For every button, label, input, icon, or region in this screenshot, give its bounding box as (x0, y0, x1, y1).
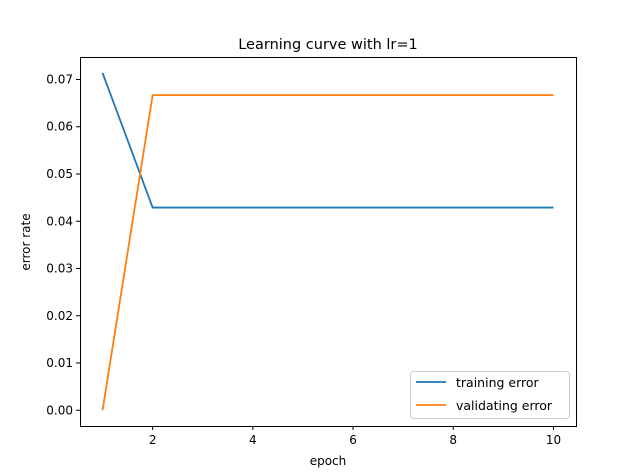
y-tick-label: 0.02 (46, 309, 73, 323)
y-tick-label: 0.06 (46, 120, 73, 134)
series-lines (101, 72, 554, 411)
legend-box (410, 371, 570, 419)
y-tick-label: 0.04 (46, 214, 73, 228)
y-tick-label: 0.07 (46, 72, 73, 86)
chart-title: Learning curve with lr=1 (238, 37, 418, 53)
y-tick-label: 0.05 (46, 167, 73, 181)
y-tick-label: 0.00 (46, 403, 73, 417)
series-line-validating-error (101, 94, 554, 411)
plot-frame (80, 57, 577, 427)
x-tick-label: 10 (546, 433, 561, 447)
y-tick-label: 0.03 (46, 262, 73, 276)
legend-label-validating-error: validating error (456, 398, 553, 413)
x-tick-label: 4 (249, 433, 257, 447)
legend: training error validating error (410, 371, 570, 419)
y-axis-label: error rate (19, 213, 33, 270)
y-axis-ticks: 0.00 0.01 0.02 0.03 0.04 0.05 0.06 0.07 (46, 72, 80, 417)
x-tick-label: 8 (449, 433, 457, 447)
x-tick-label: 2 (149, 433, 157, 447)
y-tick-label: 0.01 (46, 356, 73, 370)
series-line-training-error (101, 72, 554, 209)
x-axis-label: epoch (310, 454, 347, 468)
legend-label-training-error: training error (456, 375, 540, 390)
x-tick-label: 6 (349, 433, 357, 447)
